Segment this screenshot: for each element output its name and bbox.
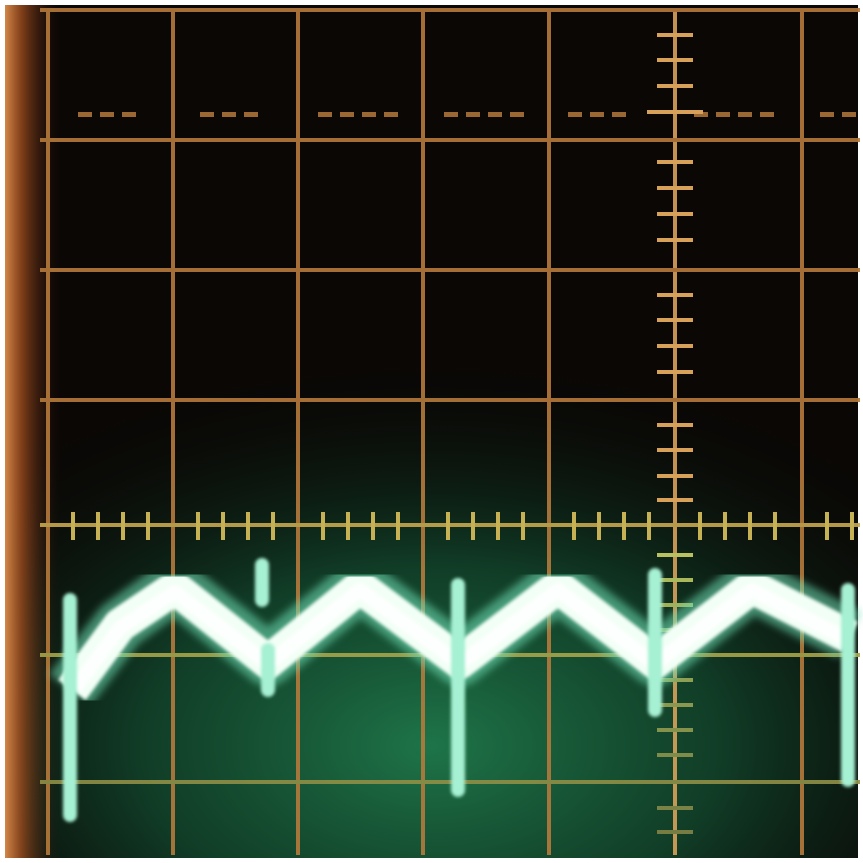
center-axis-ticks-horizontal	[71, 512, 854, 540]
graticule-dotted-row	[78, 112, 856, 117]
waveform-trace	[49, 558, 862, 822]
bezel-glow	[0, 0, 60, 863]
